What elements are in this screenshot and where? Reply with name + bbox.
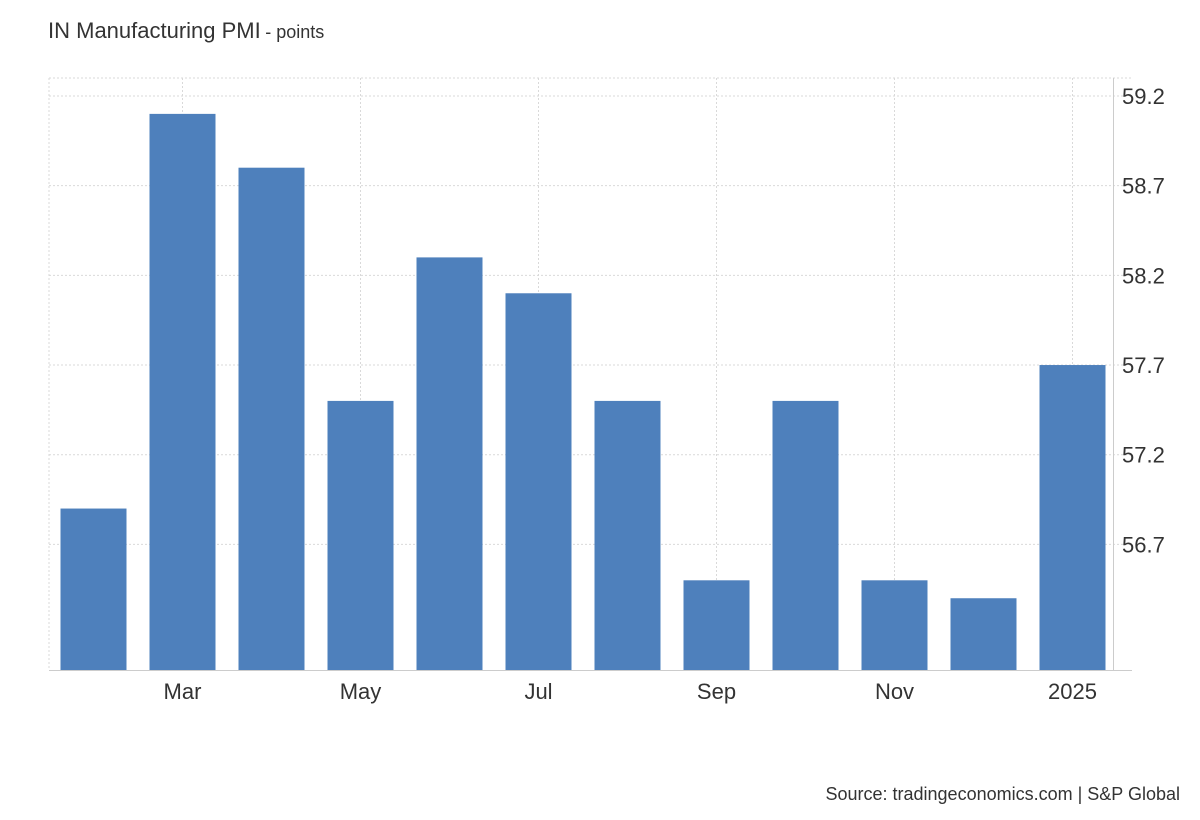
chart-subtitle: - points [265, 22, 325, 42]
source-credit: Source: tradingeconomics.com | S&P Globa… [825, 784, 1180, 804]
bar-nov-2024[interactable] [861, 580, 928, 670]
bar-may-2024[interactable] [327, 400, 394, 670]
y-tick-label: 58.7 [1122, 174, 1165, 199]
axis-layer [49, 78, 1132, 671]
x-tick-label: Sep [697, 679, 736, 704]
x-tick-label: May [340, 679, 382, 704]
y-tick-labels: 56.7 57.2 57.7 58.2 58.7 59.2 [1122, 84, 1165, 557]
chart-title-row: IN Manufacturing PMI - points [48, 18, 324, 44]
bar-layer [60, 113, 1106, 671]
bar-dec-2024[interactable] [950, 598, 1017, 670]
bar-sep-2024[interactable] [683, 580, 750, 670]
bar-aug-2024[interactable] [594, 400, 661, 670]
y-tick-label: 57.7 [1122, 353, 1165, 378]
bar-jan-2025[interactable] [1039, 365, 1106, 670]
bar-feb-2024[interactable] [60, 508, 127, 670]
y-tick-label: 56.7 [1122, 532, 1165, 557]
chart-title: IN Manufacturing PMI [48, 18, 261, 43]
y-tick-label: 57.2 [1122, 443, 1165, 468]
x-tick-labels: Mar May Jul Sep Nov 2025 [164, 679, 1097, 704]
bar-jun-2024[interactable] [416, 257, 483, 670]
bar-oct-2024[interactable] [772, 400, 839, 670]
x-tick-label: 2025 [1048, 679, 1097, 704]
y-tick-label: 59.2 [1122, 84, 1165, 109]
bar-apr-2024[interactable] [238, 167, 305, 671]
bar-mar-2024[interactable] [149, 113, 216, 670]
x-tick-label: Jul [524, 679, 552, 704]
y-tick-label: 58.2 [1122, 263, 1165, 288]
x-tick-label: Mar [164, 679, 202, 704]
x-tick-label: Nov [875, 679, 914, 704]
bar-jul-2024[interactable] [505, 293, 572, 670]
